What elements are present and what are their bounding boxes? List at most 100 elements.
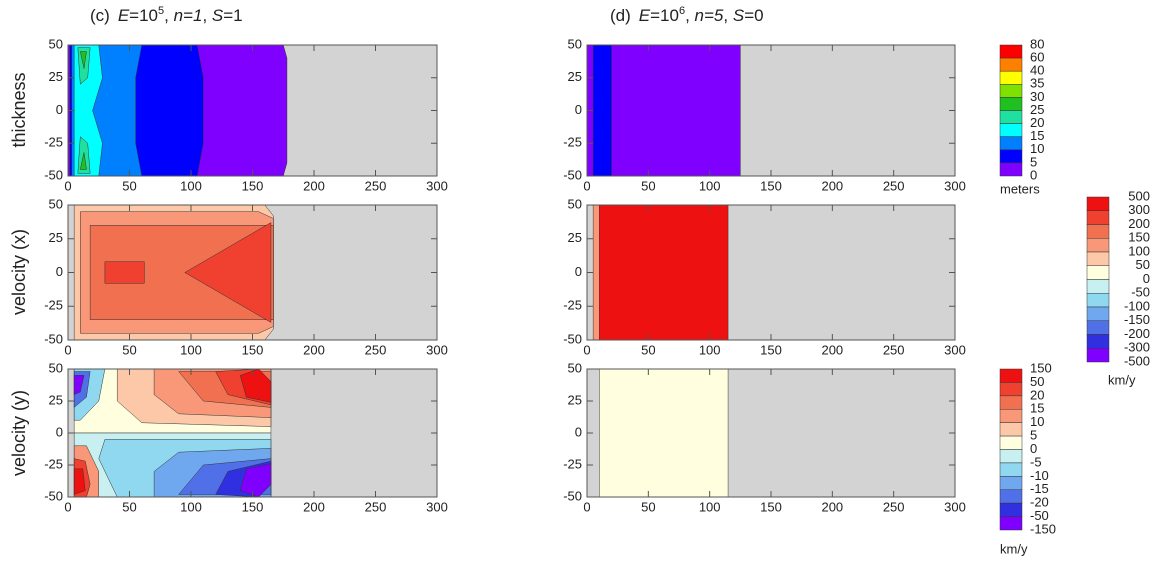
x-tick-label: 100 — [180, 178, 202, 193]
x-tick-label: 200 — [303, 499, 325, 514]
y-axis-label: velocity (y) — [9, 390, 29, 476]
contour — [79, 152, 87, 170]
colorbar-label: 40 — [1030, 63, 1044, 78]
panel-title: (c) E=105, n=1, S=1 — [90, 5, 243, 26]
x-tick-label: 100 — [699, 342, 721, 357]
title-part: =1 — [223, 6, 242, 25]
colorbar-box — [999, 449, 1023, 464]
contour — [104, 261, 145, 284]
x-tick-label: 0 — [64, 342, 71, 357]
x-tick-label: 250 — [883, 499, 905, 514]
x-tick-label: 200 — [821, 342, 843, 357]
colorbar-box — [1086, 238, 1110, 253]
colorbar-label: 0 — [1030, 167, 1037, 182]
x-tick-label: 200 — [821, 499, 843, 514]
x-tick-label: 300 — [944, 499, 966, 514]
y-axis-label: velocity (x) — [9, 229, 29, 315]
title-part: , — [723, 6, 732, 25]
y-tick-label: 0 — [56, 102, 63, 117]
title-part: E — [639, 6, 651, 25]
colorbar-unit: km/y — [1000, 541, 1028, 556]
colorbar-box — [1086, 306, 1110, 321]
y-tick-label: 50 — [568, 360, 582, 375]
x-tick-label: 150 — [242, 499, 264, 514]
x-tick-label: 100 — [180, 342, 202, 357]
colorbar-box — [999, 44, 1023, 59]
x-tick-label: 150 — [242, 178, 264, 193]
colorbar-label: 500 — [1128, 188, 1150, 203]
y-tick-label: 50 — [49, 360, 63, 375]
colorbar-label: -20 — [1030, 495, 1049, 510]
colorbar-label: 20 — [1030, 387, 1044, 402]
colorbar-box — [1086, 334, 1110, 349]
colorbar-label: -100 — [1124, 298, 1150, 313]
title-part: =0 — [744, 6, 763, 25]
x-tick-label: 250 — [883, 342, 905, 357]
colorbar-box — [999, 84, 1023, 98]
colorbar-label: 0 — [1030, 441, 1037, 456]
colorbar-label: 30 — [1030, 89, 1044, 104]
x-tick-label: 300 — [426, 499, 448, 514]
colorbar-label: 5 — [1030, 428, 1037, 443]
y-tick-label: -25 — [563, 456, 582, 471]
x-tick-label: 0 — [583, 342, 590, 357]
title-part: n=5 — [695, 6, 724, 25]
colorbar-label: -50 — [1030, 508, 1049, 523]
colorbar-label: -50 — [1131, 285, 1150, 300]
colorbar-box — [999, 70, 1023, 85]
y-tick-label: 50 — [49, 36, 63, 51]
y-tick-label: 25 — [49, 230, 63, 245]
colorbar-label: 50 — [1030, 374, 1044, 389]
colorbar-label: 10 — [1030, 141, 1044, 156]
contour — [239, 463, 272, 498]
contour — [79, 51, 87, 69]
colorbar-box — [999, 502, 1023, 517]
colorbar-box — [999, 162, 1023, 177]
y-tick-label: 25 — [568, 69, 582, 84]
y-tick-label: 0 — [575, 264, 582, 279]
colorbar-label: 150 — [1128, 230, 1150, 245]
title-part: E — [118, 6, 130, 25]
title-part: (d) — [610, 6, 631, 25]
title-part: S — [212, 6, 224, 25]
x-tick-label: 50 — [122, 178, 136, 193]
x-tick-label: 50 — [641, 178, 655, 193]
x-tick-label: 150 — [760, 499, 782, 514]
colorbar-box — [1086, 265, 1110, 280]
y-tick-label: 25 — [568, 230, 582, 245]
colorbar-label: 15 — [1030, 128, 1044, 143]
colorbar-box — [999, 516, 1023, 531]
colorbar-box — [999, 97, 1023, 111]
y-tick-label: -50 — [44, 331, 63, 346]
x-tick-label: 50 — [122, 499, 136, 514]
colorbar-label: 25 — [1030, 102, 1044, 117]
colorbar-label: 5 — [1030, 154, 1037, 169]
y-tick-label: 0 — [56, 264, 63, 279]
colorbar-label: 60 — [1030, 50, 1044, 65]
colorbar-label: -300 — [1124, 340, 1150, 355]
y-tick-label: 25 — [49, 392, 63, 407]
title-part: (c) — [90, 6, 110, 25]
colorbar-box — [999, 462, 1023, 477]
x-tick-label: 50 — [122, 342, 136, 357]
panel-title: (d) E=106, n=5, S=0 — [610, 5, 764, 26]
y-tick-label: 50 — [49, 196, 63, 211]
x-tick-label: 0 — [64, 178, 71, 193]
colorbar-label: -5 — [1030, 454, 1042, 469]
colorbar-label: 80 — [1030, 36, 1044, 51]
y-tick-label: 50 — [568, 36, 582, 51]
contour — [599, 368, 729, 498]
title-part: =10 — [650, 6, 679, 25]
x-tick-label: 300 — [426, 342, 448, 357]
title-part: n=1 — [174, 6, 203, 25]
x-tick-label: 0 — [64, 499, 71, 514]
title-part: 6 — [679, 5, 685, 17]
contour — [73, 468, 86, 495]
colorbar-label: 50 — [1136, 257, 1150, 272]
colorbar-label: -150 — [1124, 312, 1150, 327]
colorbar-box — [1086, 293, 1110, 308]
colorbar-label: -500 — [1124, 353, 1150, 368]
colorbar-label: 20 — [1030, 115, 1044, 130]
colorbar-label: 10 — [1030, 414, 1044, 429]
